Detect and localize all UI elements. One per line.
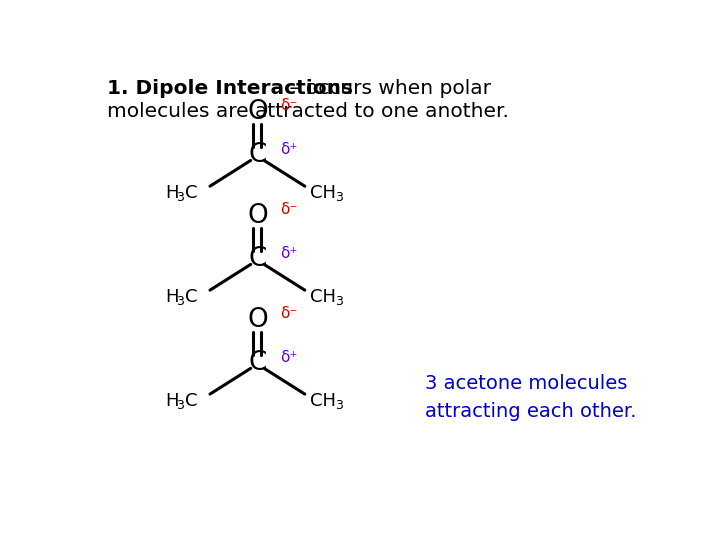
Text: H: H — [166, 392, 179, 410]
Text: δ⁺: δ⁺ — [279, 350, 297, 365]
Text: O: O — [247, 202, 268, 229]
Text: C: C — [248, 246, 266, 272]
Text: – occurs when polar: – occurs when polar — [282, 79, 490, 98]
Text: H: H — [166, 288, 179, 306]
Text: 3: 3 — [176, 295, 184, 308]
Text: C: C — [185, 288, 197, 306]
Text: C: C — [185, 392, 197, 410]
Text: 3: 3 — [336, 399, 343, 412]
Text: O: O — [247, 99, 268, 125]
Text: H: H — [166, 184, 179, 202]
Text: 3: 3 — [176, 399, 184, 412]
Text: molecules are attracted to one another.: molecules are attracted to one another. — [107, 102, 508, 121]
Text: δ⁻: δ⁻ — [279, 306, 297, 321]
Text: CH: CH — [310, 184, 336, 202]
Text: δ⁻: δ⁻ — [279, 202, 297, 218]
Text: 3: 3 — [336, 295, 343, 308]
Text: 3 acetone molecules
attracting each other.: 3 acetone molecules attracting each othe… — [425, 374, 636, 421]
Text: δ⁻: δ⁻ — [279, 98, 297, 113]
Text: 3: 3 — [176, 191, 184, 204]
Text: C: C — [185, 184, 197, 202]
Text: O: O — [247, 307, 268, 333]
Text: 3: 3 — [336, 191, 343, 204]
Text: δ⁺: δ⁺ — [279, 246, 297, 261]
Text: 1. Dipole Interactions: 1. Dipole Interactions — [107, 79, 353, 98]
Text: δ⁺: δ⁺ — [279, 142, 297, 157]
Text: CH: CH — [310, 392, 336, 410]
Text: CH: CH — [310, 288, 336, 306]
Text: C: C — [248, 143, 266, 168]
Text: C: C — [248, 350, 266, 376]
